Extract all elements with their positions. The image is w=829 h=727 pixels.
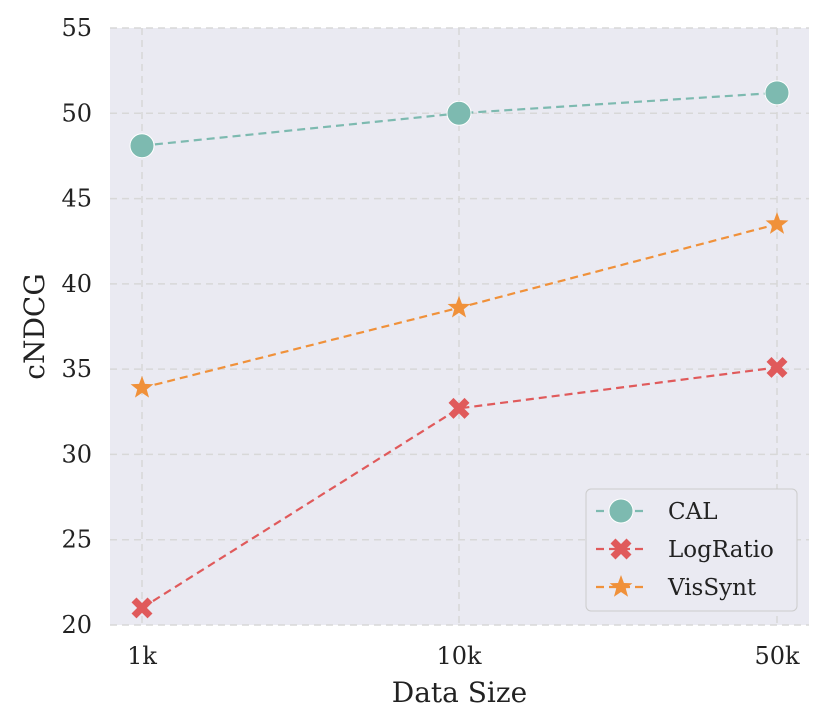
point-vissynt bbox=[447, 295, 471, 318]
y-tick-label: 35 bbox=[61, 355, 92, 383]
legend: CAL LogRatio VisSynt bbox=[585, 488, 798, 612]
point-cal bbox=[764, 80, 790, 106]
point-logratio bbox=[131, 597, 153, 619]
point-vissynt bbox=[130, 375, 154, 398]
line-logratio bbox=[141, 366, 778, 609]
point-logratio bbox=[448, 397, 470, 419]
x-axis-label: Data Size bbox=[392, 676, 527, 709]
point-logratio bbox=[766, 356, 788, 378]
x-tick-label: 50k bbox=[754, 642, 800, 670]
point-cal bbox=[129, 133, 155, 159]
x-tick-label: 1k bbox=[127, 642, 157, 670]
y-tick-label: 50 bbox=[61, 99, 92, 127]
legend-label-logratio: LogRatio bbox=[668, 537, 774, 563]
y-tick-label: 30 bbox=[61, 440, 92, 468]
y-tick-label: 20 bbox=[61, 611, 92, 639]
y-axis-label: cNDCG bbox=[18, 273, 51, 379]
legend-item-vissynt: VisSynt bbox=[596, 575, 757, 601]
series-logratio bbox=[131, 356, 788, 619]
legend-item-cal: CAL bbox=[596, 498, 717, 525]
legend-label-cal: CAL bbox=[668, 499, 717, 525]
series-vissynt bbox=[130, 212, 789, 398]
legend-item-logratio: LogRatio bbox=[596, 537, 774, 563]
x-tick-label: 10k bbox=[436, 642, 482, 670]
legend-marker-logratio bbox=[610, 538, 632, 560]
y-axis-ticks: 20 25 30 35 40 45 50 55 bbox=[61, 14, 92, 639]
legend-marker-vissynt bbox=[609, 575, 633, 597]
y-tick-label: 45 bbox=[61, 185, 92, 213]
y-tick-label: 40 bbox=[61, 270, 92, 298]
y-tick-label: 25 bbox=[61, 526, 92, 554]
x-axis-ticks: 1k 10k 50k bbox=[127, 642, 800, 670]
legend-label-vissynt: VisSynt bbox=[667, 575, 757, 601]
legend-box bbox=[585, 488, 798, 612]
legend-marker-cal bbox=[608, 498, 634, 524]
point-vissynt bbox=[765, 212, 789, 234]
point-cal bbox=[446, 100, 472, 126]
series-lines bbox=[129, 80, 790, 619]
y-tick-label: 55 bbox=[61, 14, 92, 42]
series-cal bbox=[129, 80, 790, 159]
